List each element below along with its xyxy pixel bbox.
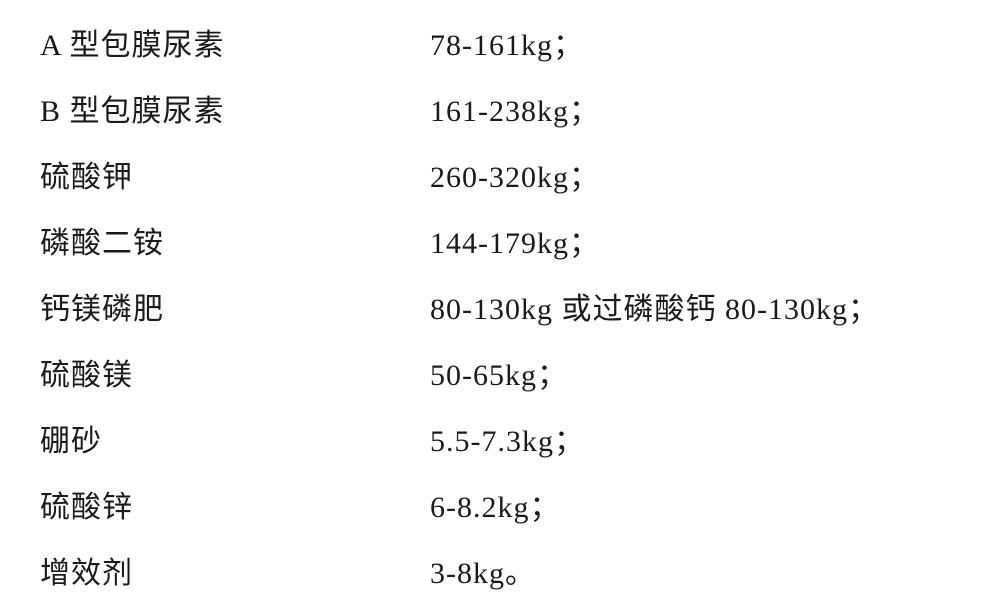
list-item: 硫酸锌 6-8.2kg； [40,482,1000,548]
ingredient-list: A 型包膜尿素 78-161kg； B 型包膜尿素 161-238kg； 硫酸钾… [0,0,1000,605]
ingredient-value: 80-130kg 或过磷酸钙 80-130kg； [430,284,879,328]
list-item: A 型包膜尿素 78-161kg； [40,20,1000,86]
ingredient-value: 5.5-7.3kg； [430,416,585,460]
list-item: 硫酸镁 50-65kg； [40,350,1000,416]
list-item: 硫酸钾 260-320kg； [40,152,1000,218]
ingredient-value: 144-179kg； [430,218,600,262]
ingredient-value: 78-161kg； [430,20,584,64]
list-item: B 型包膜尿素 161-238kg； [40,86,1000,152]
ingredient-label: B 型包膜尿素 [40,86,430,130]
ingredient-value: 260-320kg； [430,152,600,196]
ingredient-label: 增效剂 [40,548,430,592]
ingredient-label: 硫酸钾 [40,152,430,196]
list-item: 硼砂 5.5-7.3kg； [40,416,1000,482]
ingredient-value: 161-238kg； [430,86,600,130]
list-item: 钙镁磷肥 80-130kg 或过磷酸钙 80-130kg； [40,284,1000,350]
ingredient-value: 3-8kg。 [430,548,536,592]
ingredient-label: 磷酸二铵 [40,218,430,262]
ingredient-label: A 型包膜尿素 [40,20,430,64]
ingredient-label: 硫酸锌 [40,482,430,526]
ingredient-value: 6-8.2kg； [430,482,561,526]
ingredient-label: 硫酸镁 [40,350,430,394]
ingredient-value: 50-65kg； [430,350,568,394]
ingredient-label: 硼砂 [40,416,430,460]
ingredient-label: 钙镁磷肥 [40,284,430,328]
list-item: 增效剂 3-8kg。 [40,548,1000,614]
list-item: 磷酸二铵 144-179kg； [40,218,1000,284]
